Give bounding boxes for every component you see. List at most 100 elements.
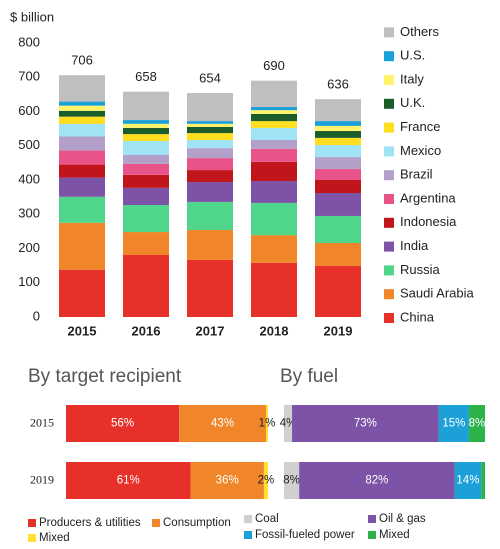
bar-segment <box>187 158 233 171</box>
bar-segment <box>123 174 169 188</box>
bar-segment <box>292 405 439 442</box>
bar-segment <box>315 137 361 146</box>
bar-segment <box>59 136 105 151</box>
legend-swatch <box>28 534 36 542</box>
bar-segment <box>315 99 361 122</box>
y-tick-label: 800 <box>18 34 40 49</box>
bar-segment <box>59 150 105 165</box>
bar-segment <box>179 405 266 442</box>
bar-segment <box>315 125 361 132</box>
bar-segment <box>59 101 105 106</box>
bar-segment <box>123 154 169 164</box>
legend-swatch <box>384 98 394 109</box>
bar-segment <box>123 123 169 128</box>
total-label: 636 <box>327 77 349 92</box>
bar-segment <box>187 126 233 134</box>
legend-label: Mixed <box>39 532 70 544</box>
value-label: 36% <box>216 475 239 487</box>
value-label: 73% <box>354 418 377 430</box>
x-tick-label: 2015 <box>68 323 97 338</box>
bar-segment <box>59 177 105 197</box>
bar-segment <box>187 93 233 122</box>
bar-segment <box>59 269 105 317</box>
legend-label: Others <box>400 24 440 39</box>
legend-swatch <box>28 519 36 527</box>
bar-segment <box>59 222 105 270</box>
bar-segment <box>481 462 485 499</box>
legend-swatch <box>384 51 394 62</box>
bar-segment <box>315 145 361 158</box>
legend-label: Indonesia <box>400 214 457 229</box>
y-tick-label: 700 <box>18 69 40 84</box>
x-tick-label: 2019 <box>324 323 353 338</box>
total-label: 706 <box>71 53 93 68</box>
legend-label: Russia <box>400 262 441 277</box>
value-label: 8% <box>283 475 300 487</box>
bar-segment <box>59 164 105 178</box>
value-label: 8% <box>469 418 486 430</box>
legend-swatch <box>244 531 252 539</box>
bar-segment <box>187 170 233 183</box>
bar-segment <box>251 80 297 108</box>
value-label: 2% <box>258 475 275 487</box>
legend-swatch <box>384 241 394 252</box>
bar-segment <box>123 91 169 121</box>
bar-segment <box>59 110 105 117</box>
legend-label: Saudi Arabia <box>400 286 474 301</box>
legend-label: China <box>400 309 435 324</box>
y-axis-label: $ billion <box>10 9 54 24</box>
bar-segment <box>123 255 169 317</box>
bar-segment <box>123 134 169 141</box>
y-tick-label: 100 <box>18 274 40 289</box>
legend-swatch <box>384 194 394 204</box>
bar-segment <box>190 462 264 499</box>
bar-segment <box>187 121 233 124</box>
bar-segment <box>59 196 105 223</box>
bar-segment <box>123 120 169 124</box>
y-tick-label: 400 <box>18 171 40 186</box>
bar-segment <box>66 462 191 499</box>
bar-segment <box>315 243 361 266</box>
y-tick-label: 200 <box>18 240 40 255</box>
y-tick-label: 2019 <box>30 472 54 486</box>
chart-title: By target recipient <box>28 366 182 387</box>
legend-swatch <box>384 75 394 85</box>
bar-segment <box>468 405 485 442</box>
legend-swatch <box>384 27 394 38</box>
bar-segment <box>187 201 233 231</box>
legend-swatch <box>384 146 394 157</box>
bar-segment <box>123 187 169 206</box>
legend-label: Argentina <box>400 190 456 205</box>
bar-segment <box>251 110 297 114</box>
bar-segment <box>251 202 297 236</box>
y-tick-label: 600 <box>18 103 40 118</box>
bar-segment <box>251 139 297 149</box>
value-label: 1% <box>259 418 276 430</box>
value-label: 15% <box>442 418 465 430</box>
bar-segment <box>299 462 455 499</box>
legend-swatch <box>384 313 394 323</box>
legend-label: Mexico <box>400 143 441 158</box>
bar-segment <box>315 131 361 138</box>
bar-segment <box>315 157 361 170</box>
bar-segment <box>251 262 297 317</box>
x-tick-label: 2016 <box>132 323 161 338</box>
value-label: 56% <box>111 418 134 430</box>
bar-segment <box>251 107 297 111</box>
legend-label: Coal <box>255 513 279 525</box>
bar-segment <box>187 182 233 202</box>
bar-segment <box>59 105 105 111</box>
legend-label: Mixed <box>379 529 410 541</box>
bar-segment <box>315 180 361 194</box>
bar-segment <box>265 405 268 442</box>
bar-segment <box>187 123 233 127</box>
legend-label: Oil & gas <box>379 513 426 525</box>
value-label: 61% <box>117 475 140 487</box>
bar-segment <box>251 235 297 263</box>
bar-segment <box>187 133 233 140</box>
legend-label: Italy <box>400 71 424 86</box>
bar-segment <box>59 75 105 102</box>
bar-segment <box>59 123 105 137</box>
legend-swatch <box>368 531 376 539</box>
